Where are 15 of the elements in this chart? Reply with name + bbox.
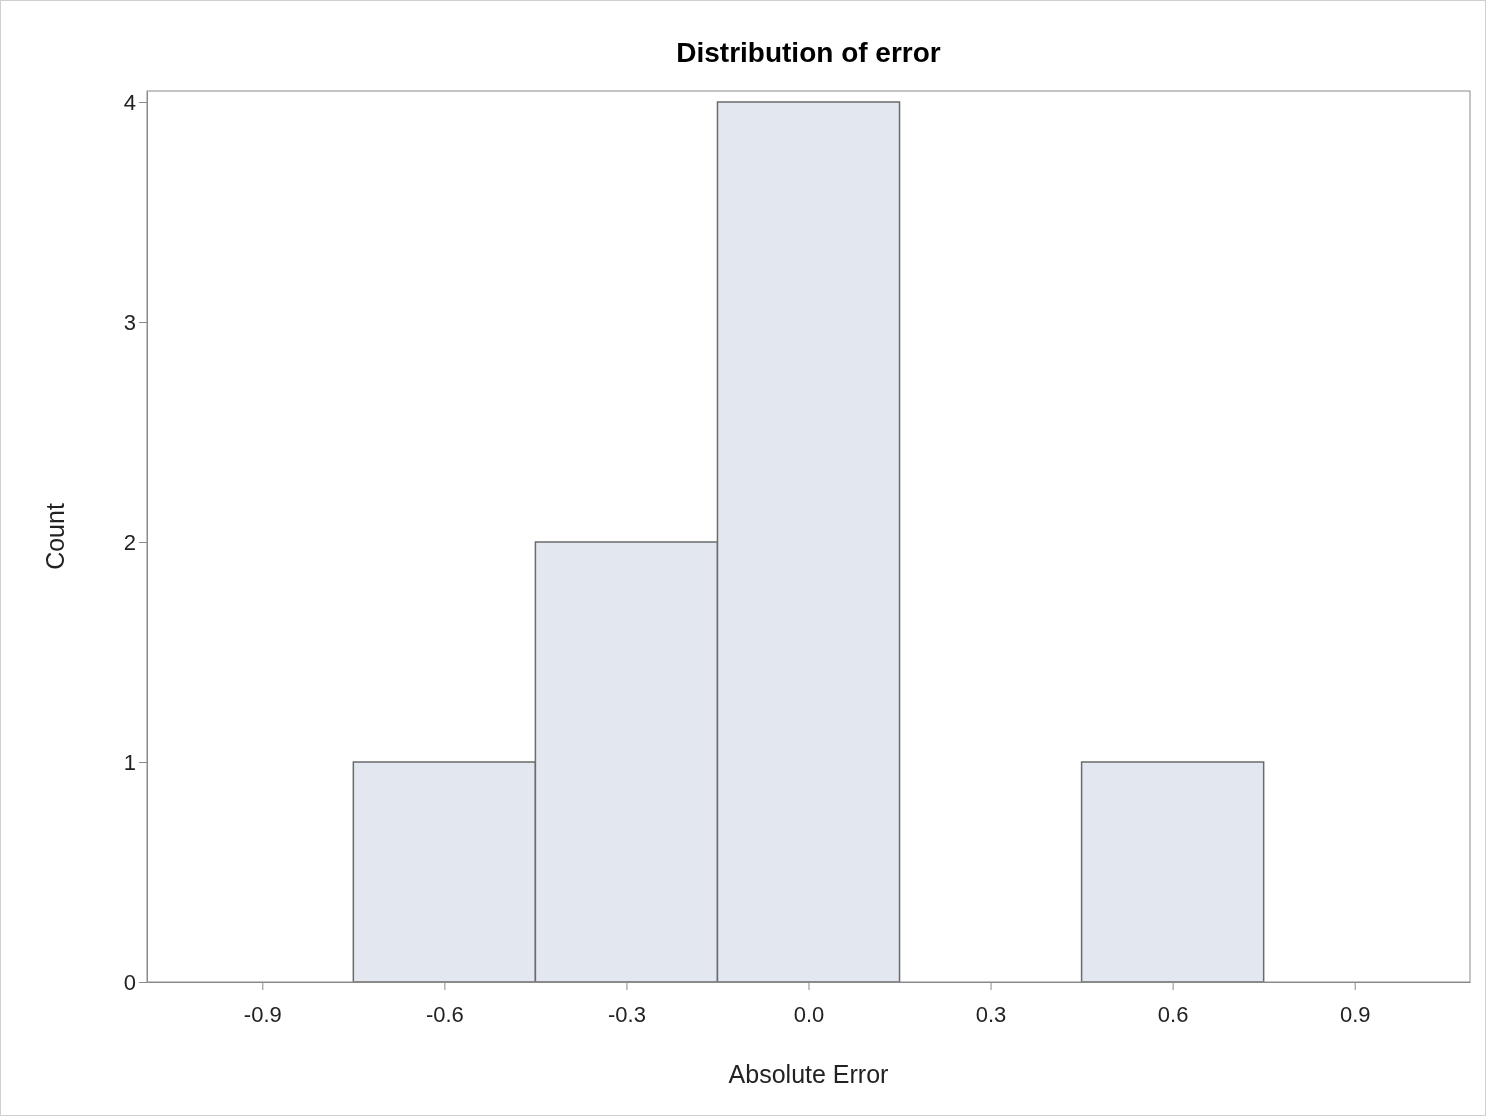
x-tick-label: 0.3: [975, 1001, 1007, 1027]
y-tick-label: 0: [123, 969, 136, 995]
y-tick-label: 1: [123, 749, 136, 775]
x-axis-title: Absolute Error: [728, 1060, 889, 1088]
y-tick-label: 3: [123, 309, 136, 335]
x-tick-label: -0.6: [425, 1001, 464, 1027]
y-tick-label: 2: [123, 529, 136, 555]
chart-title: Distribution of error: [676, 37, 941, 68]
x-tick-label: 0.0: [793, 1001, 825, 1027]
y-axis-title: Count: [41, 503, 69, 570]
x-tick-label: -0.3: [607, 1001, 646, 1027]
y-tick-label: 4: [123, 89, 136, 115]
x-tick-label: 0.6: [1157, 1001, 1189, 1027]
x-tick-label: -0.9: [243, 1001, 282, 1027]
x-tick-label: 0.9: [1339, 1001, 1371, 1027]
